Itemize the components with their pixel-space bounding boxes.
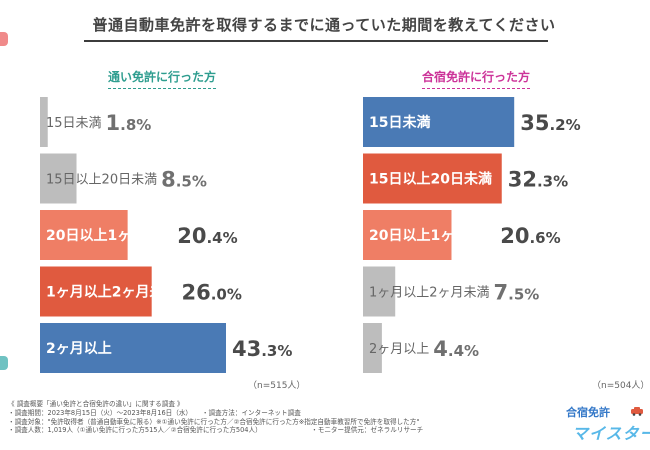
right-section-label: 合宿免許に行った方 xyxy=(422,68,531,89)
value-label-left-3: 26.0% xyxy=(181,281,241,305)
chart-title: 普通自動車免許を取得するまでに通っていた期間を教えてください xyxy=(92,16,556,34)
survey-note-line: 《 調査概要「通い免許と合宿免許の違い」に関する調査 》 xyxy=(8,400,184,408)
logo-text-bottom: マイスター xyxy=(572,424,650,443)
bar-right-4 xyxy=(363,323,382,373)
bar-left-0 xyxy=(40,97,48,147)
bar-left-2 xyxy=(40,210,128,260)
value-label-left-4: 43.3% xyxy=(232,337,292,361)
survey-note-line: ・調査対象："免許取得者（普通自動車免に限る）※①通い免許に行った方／②合宿免許… xyxy=(8,417,420,426)
left-edge-tab-top xyxy=(0,32,8,46)
bar-left-1 xyxy=(40,153,77,204)
left-edge-tab-bottom xyxy=(0,356,8,370)
bar-left-4 xyxy=(40,323,226,373)
bar-right-0 xyxy=(363,97,515,147)
value-label-right-0: 35.2% xyxy=(520,111,580,135)
value-label-left-2: 20.4% xyxy=(177,224,237,248)
left-sample-size: （n=515人） xyxy=(248,381,306,391)
category-label-left-1: 15日以上20日未満 xyxy=(46,173,157,188)
category-label-right-0: 15日未満 xyxy=(369,114,430,131)
value-label-right-4: 4.4% xyxy=(433,337,479,361)
value-label-left-1: 8.5% xyxy=(161,168,207,192)
bar-right-2 xyxy=(363,210,452,260)
category-label-right-2: 20日以上1ヶ月未満 xyxy=(369,227,496,244)
bar-right-3 xyxy=(363,266,396,317)
value-label-right-3: 7.5% xyxy=(494,281,540,305)
category-label-right-3: 1ヶ月以上2ヶ月未満 xyxy=(369,286,490,301)
category-label-right-4: 2ヶ月以上 xyxy=(369,342,429,357)
value-label-right-1: 32.3% xyxy=(508,168,568,192)
left-section-label: 通い免許に行った方 xyxy=(108,68,217,89)
right-sample-size: （n=504人） xyxy=(592,381,650,391)
value-label-left-0: 1.8% xyxy=(106,111,152,135)
brand-logo: 合宿免許 マイスター xyxy=(560,402,650,446)
title-underline xyxy=(84,40,548,42)
category-label-left-0: 15日未満 xyxy=(46,116,102,131)
category-label-right-1: 15日以上20日未満 xyxy=(369,171,492,188)
car-icon xyxy=(631,407,643,416)
bar-chart-canvas: 15日未満 1.8%15日以上20日未満 8.5%20日以上1ヶ月未満 20.4%1ヶ… xyxy=(40,97,581,373)
bar-left-3 xyxy=(40,266,152,317)
logo-text-top: 合宿免許 xyxy=(566,406,610,419)
category-label-left-2: 20日以上1ヶ月未満 xyxy=(46,227,173,244)
bar-right-1 xyxy=(363,153,502,204)
survey-note-line: ・調査人数：1,019人（①通い免許に行った方515人／②合宿免許に行った方50… xyxy=(8,426,424,435)
survey-note-line: ・調査期間：2023年8月15日（火）〜2023年8月16日（水） ・調査方法：… xyxy=(8,408,301,417)
survey-notes: 《 調査概要「通い免許と合宿免許の違い」に関する調査 》 ・調査期間：2023年… xyxy=(8,400,558,435)
category-label-left-4: 2ヶ月以上 xyxy=(46,341,112,357)
category-label-left-3: 1ヶ月以上2ヶ月未満 xyxy=(46,284,177,301)
value-label-right-2: 20.6% xyxy=(500,224,560,248)
